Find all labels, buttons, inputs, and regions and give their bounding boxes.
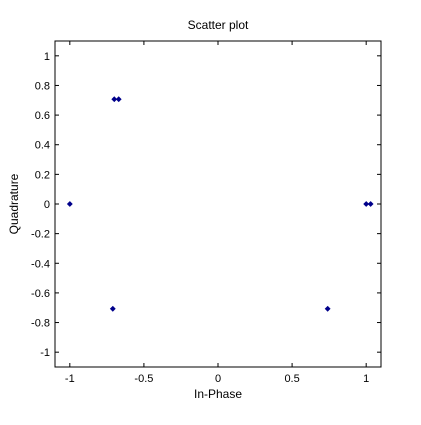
x-tick-label: -0.5 [134,373,153,385]
y-tick-label: 0 [44,199,50,211]
plot-area [54,40,382,368]
y-axis-label: Quadrature [7,173,21,234]
y-tick-label: -0.4 [31,258,50,270]
data-points [66,96,374,312]
y-tick-label: -1 [40,347,50,359]
x-tick-label: 1 [363,373,369,385]
y-tick-label: 0.4 [35,140,50,152]
x-tick-labels: -1 -0.5 0 0.5 1 [65,373,369,385]
x-tick-label: -1 [65,373,75,385]
chart-title: Scatter plot [188,18,249,32]
scatter-point [363,201,370,207]
x-tick-label: 0 [215,373,221,385]
y-tick-label: -0.2 [31,229,50,241]
x-tick-label: 0.5 [284,373,299,385]
y-tick-label: 1 [44,51,50,63]
scatter-point [66,201,73,207]
y-tick-label: 0.2 [35,169,50,181]
x-axis-label: In-Phase [194,387,242,401]
y-tick-label: 0.8 [35,80,50,92]
y-tick-labels: 1 0.8 0.6 0.4 0.2 0 -0.2 -0.4 -0.6 -0.8 -1 [31,51,50,359]
scatter-point [109,305,116,312]
axis-ticks [55,41,381,367]
scatter-point [111,96,118,103]
y-tick-label: -0.6 [31,288,50,300]
y-tick-label: 0.6 [35,110,50,122]
y-tick-label: -0.8 [31,318,50,330]
scatter-point [115,96,122,103]
scatter-point [367,201,374,207]
scatter-point [324,305,331,312]
